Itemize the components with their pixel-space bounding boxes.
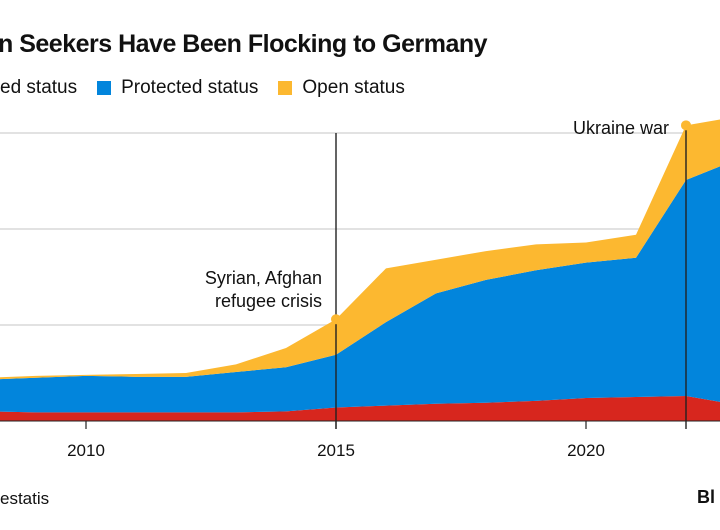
area-series-2 [0,119,720,380]
chart-title: n Seekers Have Been Flocking to Germany [0,30,488,58]
bloomberg-logo: Bl [697,487,715,507]
area-series-1 [0,166,720,413]
legend-label: ed status [0,77,78,98]
area-series-0 [0,396,720,421]
annotation-label: Syrian, Afghan [205,268,322,288]
legend-swatch [97,81,112,95]
source-note: estatis [0,489,50,508]
x-tick-label: 2020 [567,441,605,460]
legend-label: Open status [302,77,405,98]
legend: ed status Protected status Open status [0,77,425,99]
annotation-label: Ukraine war [573,118,669,138]
annotation-dot [331,314,341,325]
annotation-label: refugee crisis [215,291,322,311]
legend-swatch [278,81,293,95]
legend-item-open: Open status [278,77,405,99]
x-tick-label: 2010 [67,441,105,460]
legend-item-protected: Protected status [97,77,258,99]
legend-item-rejected: ed status [0,77,77,99]
x-tick-label: 2015 [317,441,355,460]
legend-label: Protected status [121,77,259,98]
annotation-dot [681,120,691,131]
